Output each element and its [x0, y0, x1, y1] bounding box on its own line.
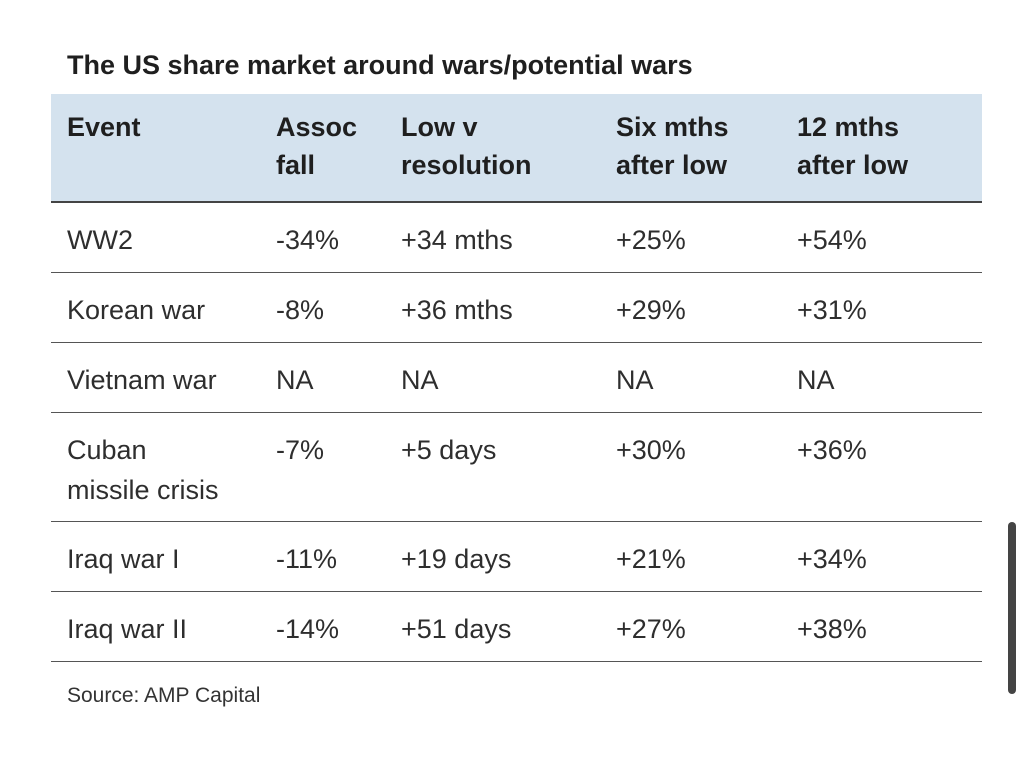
cell-assoc-fall: -7% — [276, 412, 401, 522]
cell-event: Vietnam war — [51, 342, 276, 413]
cell-six-mths: +25% — [616, 202, 797, 273]
cell-assoc-fall: -11% — [276, 521, 401, 592]
cell-low-v-resolution: NA — [401, 342, 616, 413]
cell-event: WW2 — [51, 202, 276, 273]
table-row: Cuban missile crisis -7% +5 days +30% +3… — [51, 412, 982, 522]
table-row: WW2 -34% +34 mths +25% +54% — [51, 202, 982, 273]
cell-12-mths: +34% — [797, 521, 982, 592]
cell-six-mths: +29% — [616, 272, 797, 343]
wars-table: Event Assoc fall Low v resolution Six mt… — [51, 94, 982, 662]
table-row: Iraq war II -14% +51 days +27% +38% — [51, 591, 982, 662]
cell-12-mths: +31% — [797, 272, 982, 343]
cell-12-mths: NA — [797, 342, 982, 413]
table-header-row: Event Assoc fall Low v resolution Six mt… — [51, 94, 982, 203]
cell-low-v-resolution: +34 mths — [401, 202, 616, 273]
cell-six-mths: +21% — [616, 521, 797, 592]
header-event: Event — [51, 94, 276, 203]
table-row: Vietnam war NA NA NA NA — [51, 342, 982, 413]
cell-event: Korean war — [51, 272, 276, 343]
header-low-v-resolution: Low v resolution — [401, 94, 616, 203]
table-title: The US share market around wars/potentia… — [67, 50, 693, 80]
cell-event: Cuban missile crisis — [51, 412, 276, 522]
header-assoc-fall: Assoc fall — [276, 94, 401, 203]
cell-low-v-resolution: +19 days — [401, 521, 616, 592]
cell-six-mths: +30% — [616, 412, 797, 522]
cell-event: Iraq war II — [51, 591, 276, 662]
header-six-mths-after-low: Six mths after low — [616, 94, 797, 203]
table-row: Korean war -8% +36 mths +29% +31% — [51, 272, 982, 343]
cell-12-mths: +36% — [797, 412, 982, 522]
vertical-scrollbar[interactable] — [1008, 522, 1016, 694]
cell-six-mths: +27% — [616, 591, 797, 662]
table-row: Iraq war I -11% +19 days +21% +34% — [51, 521, 982, 592]
cell-12-mths: +38% — [797, 591, 982, 662]
cell-event: Iraq war I — [51, 521, 276, 592]
cell-six-mths: NA — [616, 342, 797, 413]
source-note: Source: AMP Capital — [67, 684, 261, 707]
cell-assoc-fall: NA — [276, 342, 401, 413]
cell-assoc-fall: -8% — [276, 272, 401, 343]
cell-assoc-fall: -34% — [276, 202, 401, 273]
cell-low-v-resolution: +36 mths — [401, 272, 616, 343]
cell-low-v-resolution: +5 days — [401, 412, 616, 522]
cell-assoc-fall: -14% — [276, 591, 401, 662]
cell-12-mths: +54% — [797, 202, 982, 273]
header-12-mths-after-low: 12 mths after low — [797, 94, 982, 203]
cell-low-v-resolution: +51 days — [401, 591, 616, 662]
